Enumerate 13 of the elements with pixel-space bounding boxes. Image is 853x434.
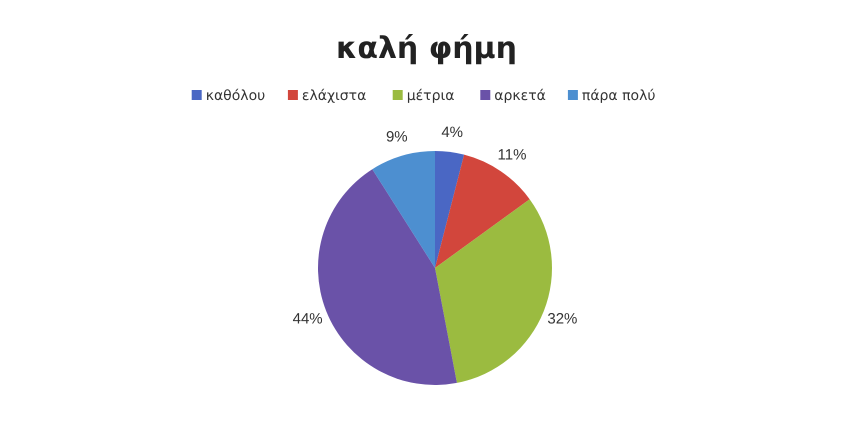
data-label: 4% — [441, 124, 464, 142]
legend-label: μέτρια — [406, 88, 454, 104]
pie-slice — [372, 151, 435, 268]
legend-label: καθόλου — [206, 88, 266, 104]
legend-label: πάρα πολύ — [582, 88, 656, 104]
legend-label: αρκετά — [494, 88, 546, 104]
pie-slice — [435, 151, 464, 268]
data-label: 11% — [498, 146, 526, 164]
data-label: 32% — [547, 310, 578, 328]
data-label: 9% — [386, 128, 408, 146]
chart-title: καλή φήμη — [336, 31, 517, 66]
data-label: 44% — [292, 310, 323, 328]
legend-label: ελάχιστα — [302, 88, 366, 104]
